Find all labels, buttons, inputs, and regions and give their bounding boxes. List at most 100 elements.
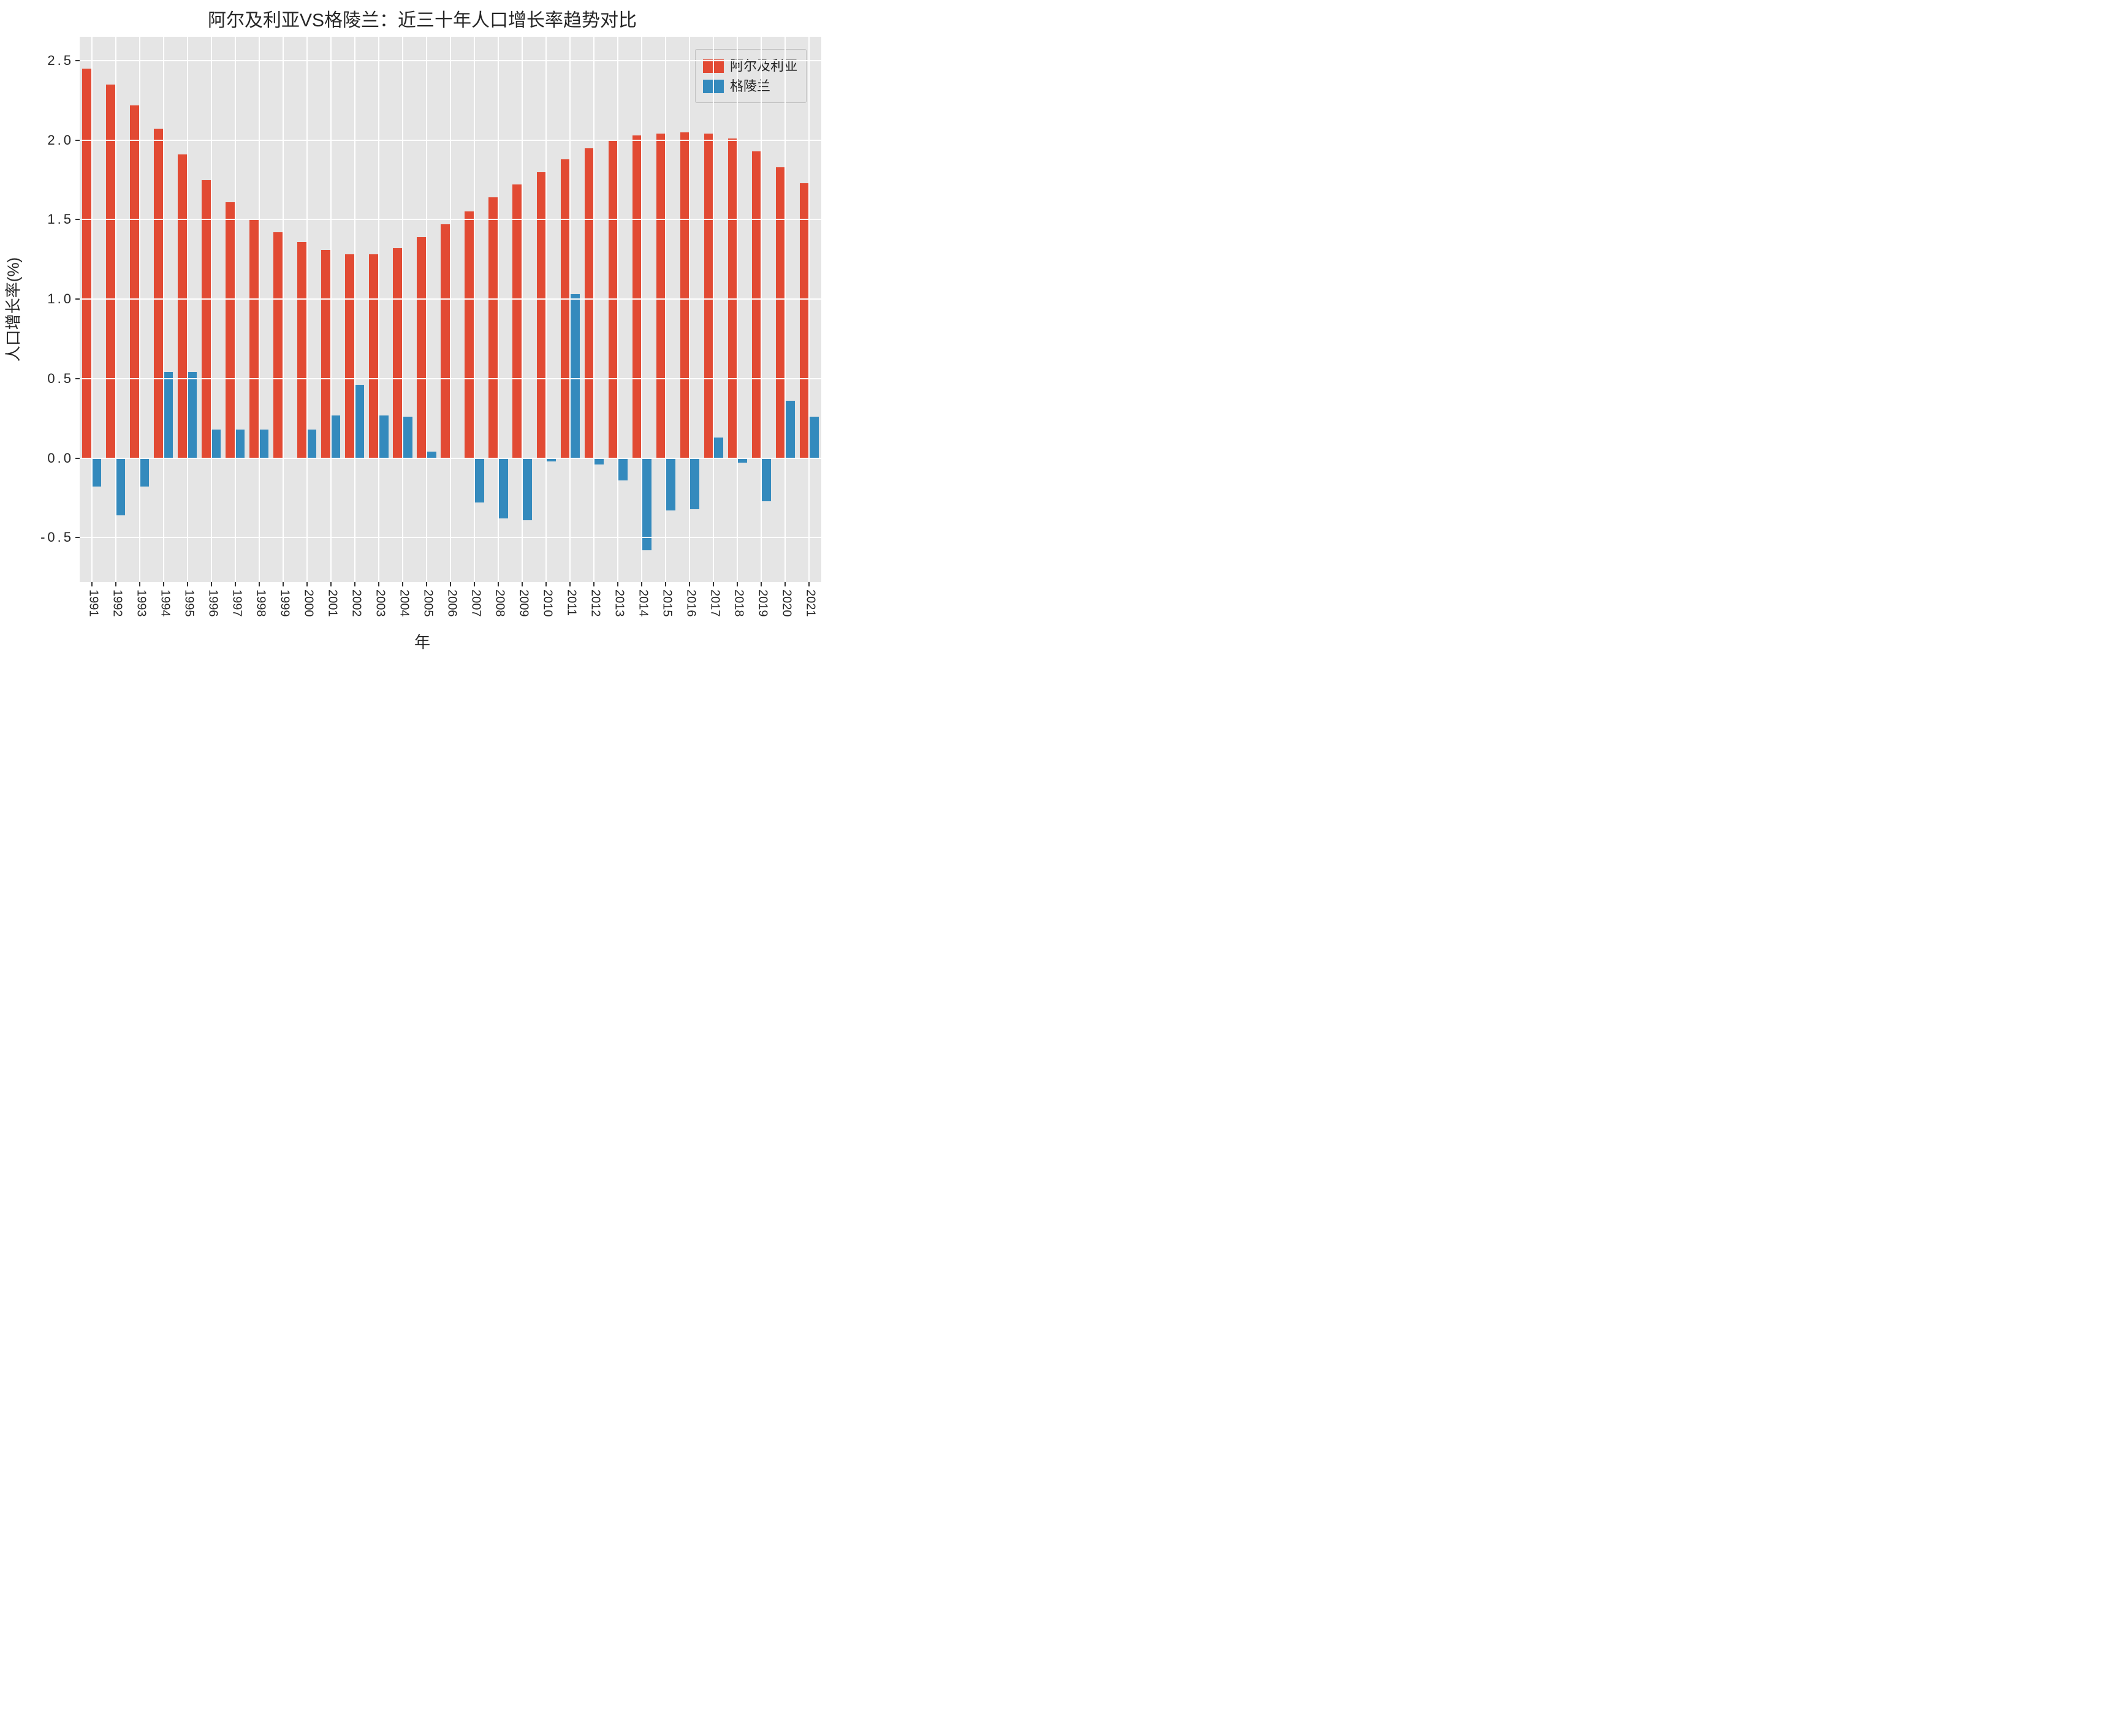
xtick-label: 1999 [277, 589, 291, 617]
ytick-label: 0.0 [6, 450, 74, 466]
xtick-mark [761, 582, 762, 586]
bar [680, 132, 690, 458]
ytick-mark [75, 60, 80, 61]
xtick-mark [784, 582, 786, 586]
gridline-vertical [378, 37, 379, 582]
y-axis-label: 人口增长率(%) [1, 257, 24, 362]
gridline-vertical [617, 37, 618, 582]
xtick-label: 2018 [732, 589, 746, 617]
xtick-label: 2008 [493, 589, 507, 617]
xtick-mark [689, 582, 690, 586]
gridline-vertical [402, 37, 403, 582]
gridline-vertical [761, 37, 762, 582]
bar [522, 458, 532, 520]
bar [140, 458, 150, 487]
gridline-vertical [187, 37, 188, 582]
xtick-mark [378, 582, 379, 586]
gridline-vertical [665, 37, 666, 582]
xtick-mark [91, 582, 93, 586]
bar [403, 417, 412, 458]
bar [273, 232, 283, 458]
bar [82, 69, 92, 458]
ytick-mark [75, 140, 80, 141]
gridline-vertical [283, 37, 284, 582]
gridline-vertical [426, 37, 427, 582]
xtick-mark [641, 582, 642, 586]
legend-label: 阿尔及利亚 [730, 56, 797, 76]
bar [785, 401, 795, 458]
bar [211, 430, 221, 458]
bar [202, 180, 211, 458]
xtick-label: 2014 [636, 589, 650, 617]
xtick-mark [187, 582, 188, 586]
xtick-label: 1991 [86, 589, 100, 617]
bar [737, 458, 747, 463]
ytick-label: 1.0 [6, 291, 74, 307]
bar [585, 148, 594, 458]
bar [689, 458, 699, 509]
gridline-vertical [569, 37, 571, 582]
bar [259, 430, 269, 458]
bar [800, 183, 810, 458]
bar [809, 417, 819, 458]
xtick-label: 2016 [684, 589, 698, 617]
bar [130, 105, 140, 458]
bar [776, 167, 786, 458]
gridline-vertical [522, 37, 523, 582]
xtick-mark [617, 582, 618, 586]
xtick-mark [522, 582, 523, 586]
gridline-vertical [139, 37, 140, 582]
xtick-label: 2001 [325, 589, 339, 617]
bar [752, 151, 762, 458]
xtick-label: 2015 [660, 589, 674, 617]
ytick-label: -0.5 [6, 529, 74, 545]
ytick-label: 2.0 [6, 132, 74, 148]
bar [92, 458, 102, 487]
bar [188, 372, 197, 458]
gridline-vertical [330, 37, 332, 582]
ytick-mark [75, 298, 80, 300]
gridline-vertical [211, 37, 212, 582]
bar [235, 430, 245, 458]
xtick-mark [115, 582, 116, 586]
xtick-mark [283, 582, 284, 586]
legend: 阿尔及利亚格陵兰 [695, 49, 807, 103]
bar [561, 159, 571, 458]
chart-title: 阿尔及利亚VS格陵兰：近三十年人口增长率趋势对比 [0, 5, 845, 32]
xtick-label: 2004 [397, 589, 411, 617]
xtick-mark [402, 582, 403, 586]
gridline-vertical [91, 37, 93, 582]
xtick-label: 1997 [229, 589, 243, 617]
bar [369, 254, 379, 458]
ytick-label: 0.5 [6, 371, 74, 387]
gridline-vertical [713, 37, 714, 582]
gridline-vertical [306, 37, 308, 582]
xtick-mark [306, 582, 308, 586]
xtick-mark [545, 582, 547, 586]
xtick-label: 2006 [445, 589, 459, 617]
xtick-label: 2000 [301, 589, 315, 617]
gridline-vertical [593, 37, 594, 582]
gridline-vertical [784, 37, 786, 582]
gridline-vertical [235, 37, 236, 582]
ytick-mark [75, 458, 80, 459]
xtick-label: 2005 [420, 589, 435, 617]
xtick-label: 2017 [708, 589, 722, 617]
xtick-label: 1995 [181, 589, 196, 617]
gridline-vertical [115, 37, 116, 582]
bar [656, 134, 666, 458]
bar [498, 458, 508, 519]
ytick-label: 2.5 [6, 53, 74, 69]
xtick-mark [354, 582, 355, 586]
gridline-vertical [259, 37, 260, 582]
xtick-label: 2011 [564, 589, 579, 616]
gridline-vertical [737, 37, 738, 582]
xtick-mark [259, 582, 260, 586]
xtick-label: 2021 [803, 589, 818, 617]
ytick-mark [75, 219, 80, 220]
xtick-label: 2020 [780, 589, 794, 617]
xtick-label: 1993 [134, 589, 148, 617]
xtick-mark [593, 582, 594, 586]
xtick-mark [211, 582, 212, 586]
gridline-vertical [689, 37, 690, 582]
